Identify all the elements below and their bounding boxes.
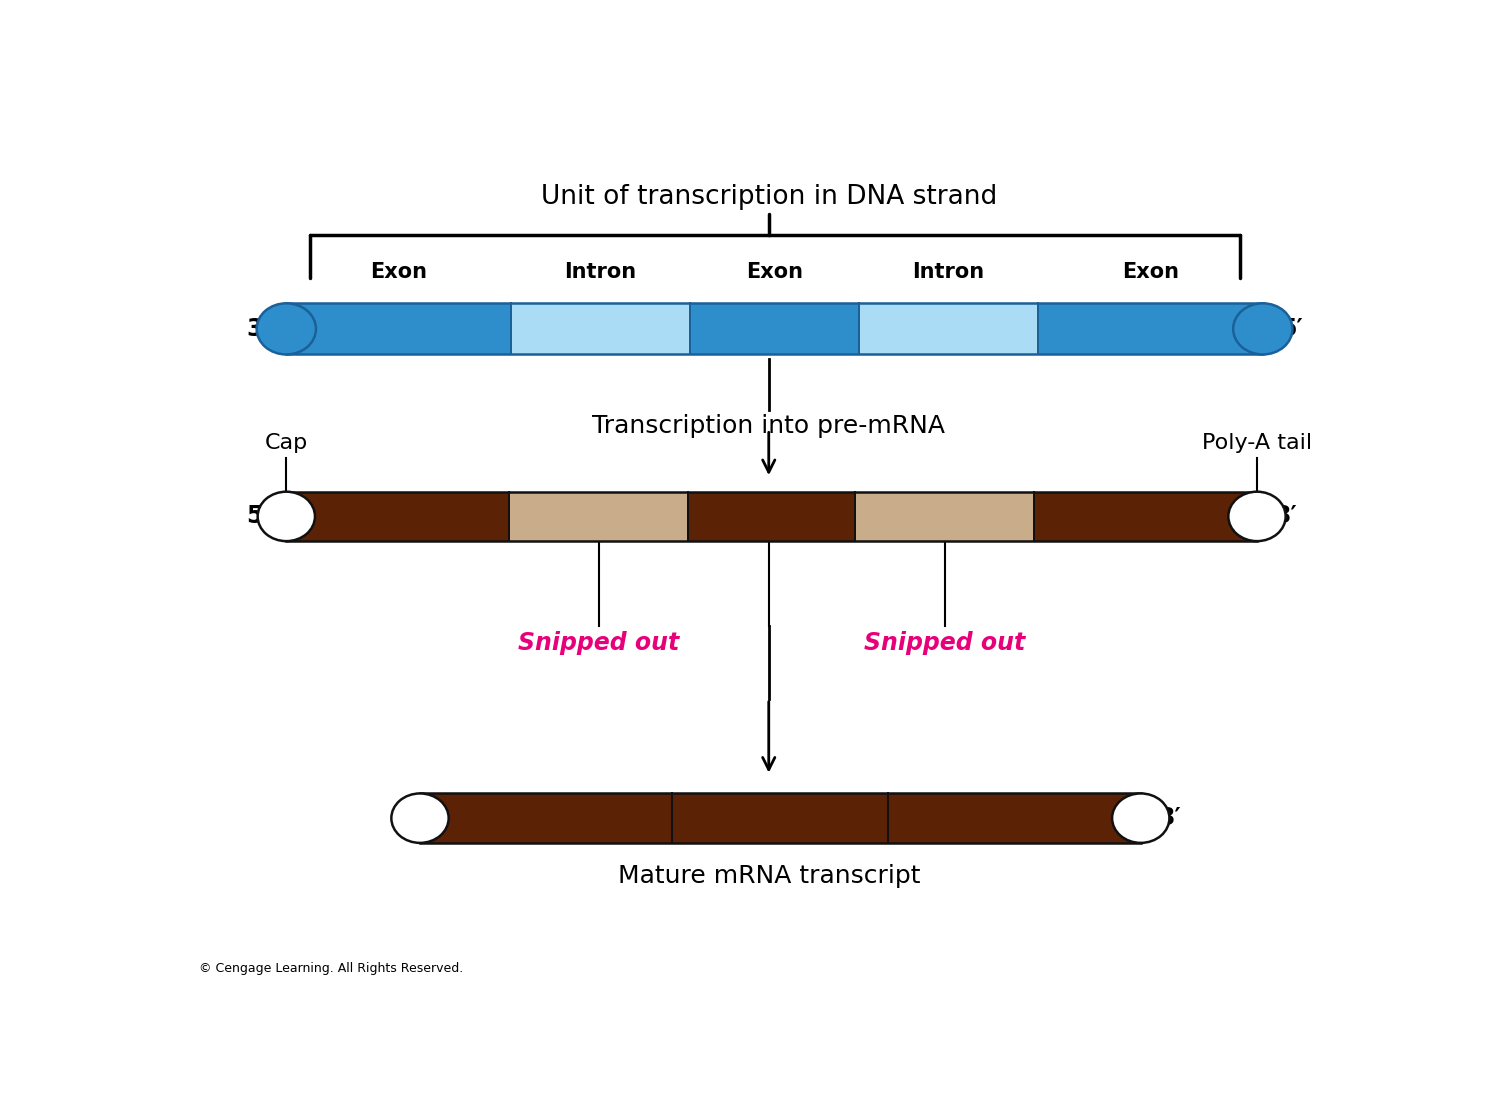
Text: 3′: 3′ bbox=[1158, 806, 1180, 830]
Bar bbox=[420, 794, 1140, 842]
Ellipse shape bbox=[1228, 492, 1286, 541]
Text: Cap: Cap bbox=[264, 433, 308, 454]
Text: Exon: Exon bbox=[1122, 262, 1179, 282]
Bar bbox=[286, 492, 1257, 541]
Bar bbox=[1038, 303, 1263, 354]
Bar bbox=[286, 303, 1263, 354]
Text: Exon: Exon bbox=[746, 262, 802, 282]
Ellipse shape bbox=[392, 794, 448, 842]
Bar bbox=[420, 794, 672, 842]
Bar bbox=[1034, 492, 1257, 541]
Text: 5′: 5′ bbox=[1280, 317, 1304, 341]
Ellipse shape bbox=[1112, 794, 1170, 842]
Text: Poly-A tail: Poly-A tail bbox=[1202, 433, 1312, 454]
Text: Unit of transcription in DNA strand: Unit of transcription in DNA strand bbox=[540, 184, 998, 209]
Bar bbox=[672, 794, 888, 842]
Bar bbox=[510, 492, 688, 541]
Bar bbox=[888, 794, 1140, 842]
Ellipse shape bbox=[258, 492, 315, 541]
Text: Intron: Intron bbox=[912, 262, 984, 282]
Text: 3′: 3′ bbox=[1275, 505, 1298, 528]
Bar bbox=[690, 303, 858, 354]
Bar bbox=[688, 492, 855, 541]
Text: Snipped out: Snipped out bbox=[518, 631, 680, 654]
Bar bbox=[286, 303, 512, 354]
Bar bbox=[855, 492, 1034, 541]
Bar bbox=[286, 492, 510, 541]
Text: Exon: Exon bbox=[370, 262, 427, 282]
Text: Intron: Intron bbox=[564, 262, 636, 282]
Ellipse shape bbox=[1233, 303, 1293, 354]
Text: 5′: 5′ bbox=[246, 505, 268, 528]
Text: Mature mRNA transcript: Mature mRNA transcript bbox=[618, 865, 920, 888]
Text: Snipped out: Snipped out bbox=[864, 631, 1024, 654]
Text: © Cengage Learning. All Rights Reserved.: © Cengage Learning. All Rights Reserved. bbox=[200, 962, 464, 975]
Bar bbox=[512, 303, 690, 354]
Text: Transcription into pre-mRNA: Transcription into pre-mRNA bbox=[592, 414, 945, 438]
Ellipse shape bbox=[256, 303, 316, 354]
Text: 3′: 3′ bbox=[246, 317, 268, 341]
Bar bbox=[858, 303, 1038, 354]
